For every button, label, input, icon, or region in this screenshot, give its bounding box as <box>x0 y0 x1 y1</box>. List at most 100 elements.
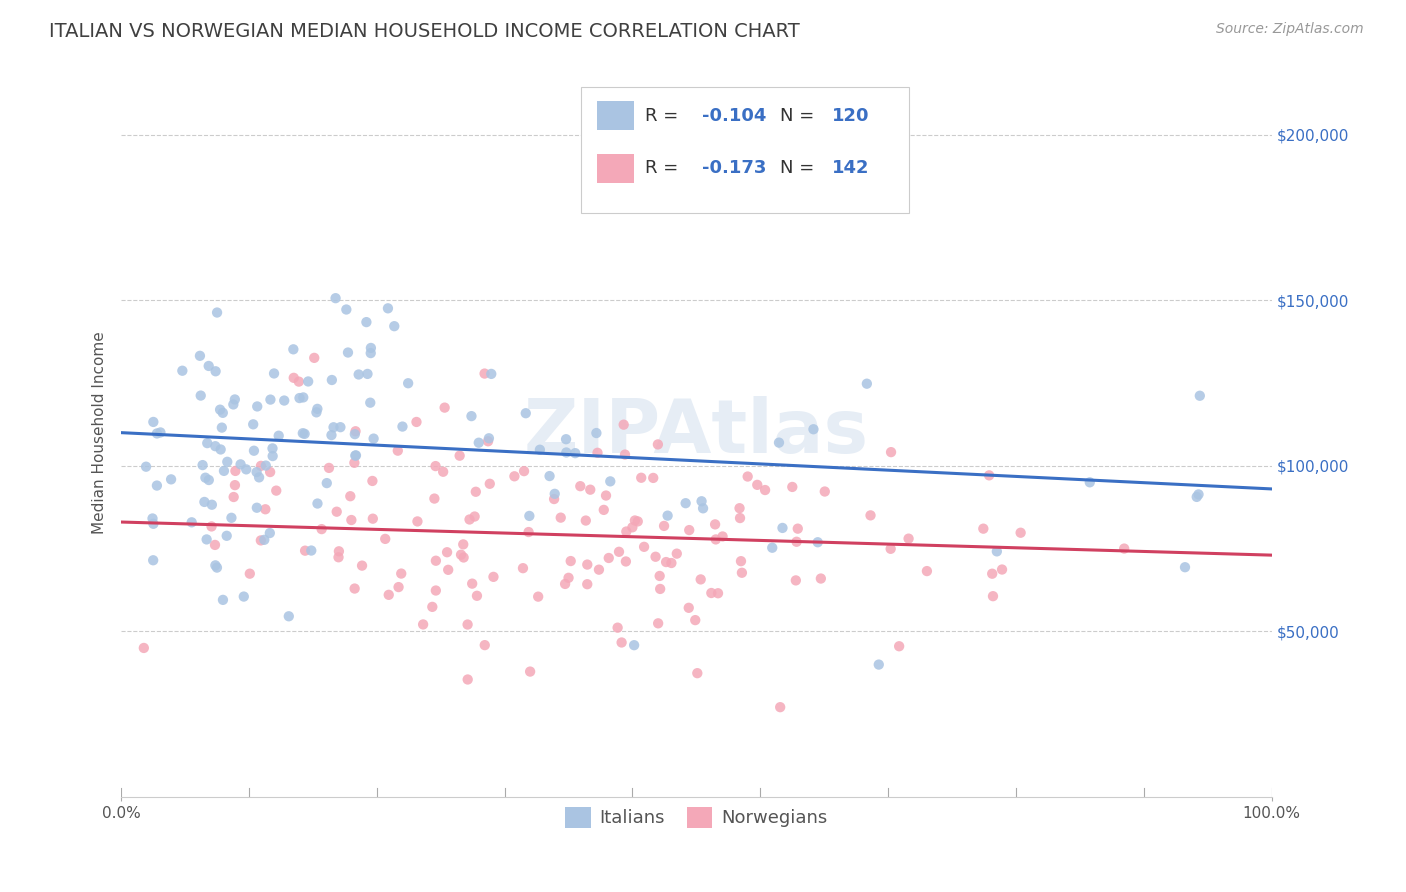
Point <box>264 483 287 498</box>
Point <box>453 550 475 565</box>
Point <box>235 462 257 476</box>
Point <box>211 420 233 434</box>
Point <box>633 540 655 554</box>
Point <box>224 464 246 478</box>
Point <box>972 522 994 536</box>
Point <box>585 425 607 440</box>
Point <box>683 613 706 627</box>
Point <box>614 448 637 462</box>
Point <box>647 437 669 451</box>
Point <box>513 464 536 478</box>
Point <box>579 483 602 497</box>
Point <box>160 472 183 486</box>
Point <box>515 406 537 420</box>
Point <box>343 456 366 470</box>
Point <box>239 566 262 581</box>
Point <box>262 449 284 463</box>
Point <box>772 521 794 535</box>
Point <box>468 435 491 450</box>
Legend: Italians, Norwegians: Italians, Norwegians <box>558 800 835 835</box>
Text: ZIPAtlas: ZIPAtlas <box>524 396 869 469</box>
Point <box>325 291 347 305</box>
Point <box>246 400 269 414</box>
Point <box>277 609 299 624</box>
Point <box>529 442 551 457</box>
Point <box>425 459 447 474</box>
Point <box>465 589 488 603</box>
Point <box>222 490 245 504</box>
Point <box>328 544 350 558</box>
Point <box>550 510 572 524</box>
Point <box>283 343 305 357</box>
Text: N =: N = <box>780 160 814 178</box>
Point <box>754 483 776 497</box>
Text: -0.104: -0.104 <box>702 107 766 125</box>
Point <box>198 473 221 487</box>
Point <box>215 529 238 543</box>
Text: 120: 120 <box>832 107 870 125</box>
Point <box>336 345 359 359</box>
Point <box>197 359 219 373</box>
Point <box>449 449 471 463</box>
Point <box>711 529 734 543</box>
Point <box>986 544 1008 558</box>
Point <box>315 476 337 491</box>
Point <box>361 474 384 488</box>
Point <box>259 392 281 407</box>
Point <box>360 341 382 355</box>
Point <box>1185 490 1208 504</box>
Point <box>294 426 316 441</box>
Point <box>478 431 501 445</box>
Point <box>868 657 890 672</box>
Point <box>283 371 305 385</box>
Point <box>889 639 911 653</box>
Point <box>318 461 340 475</box>
Point <box>880 445 903 459</box>
Point <box>339 489 361 503</box>
Point <box>361 511 384 525</box>
Point <box>464 509 486 524</box>
Point <box>204 439 226 453</box>
Point <box>879 541 901 556</box>
Point <box>707 586 730 600</box>
Point <box>503 469 526 483</box>
Point <box>262 442 284 456</box>
Point <box>195 533 218 547</box>
Point <box>856 376 879 391</box>
Point <box>897 532 920 546</box>
Point <box>191 458 214 472</box>
Point <box>190 388 212 402</box>
Point <box>204 538 226 552</box>
Point <box>321 428 343 442</box>
Y-axis label: Median Household Income: Median Household Income <box>93 331 107 534</box>
Point <box>132 640 155 655</box>
Point <box>560 554 582 568</box>
Point <box>588 563 610 577</box>
Point <box>328 550 350 565</box>
Point <box>344 449 367 463</box>
Point <box>194 471 217 485</box>
Point <box>329 420 352 434</box>
Point <box>359 395 381 409</box>
Point <box>474 367 496 381</box>
Point <box>650 582 672 596</box>
Point <box>543 491 565 506</box>
Point <box>340 513 363 527</box>
Point <box>450 548 472 562</box>
Point <box>644 549 666 564</box>
Point <box>614 554 637 568</box>
Point <box>538 469 561 483</box>
Point <box>477 434 499 449</box>
Point <box>180 516 202 530</box>
Point <box>347 368 370 382</box>
Point <box>728 511 751 525</box>
Point <box>630 471 652 485</box>
Point <box>457 673 479 687</box>
FancyBboxPatch shape <box>598 153 634 183</box>
Point <box>623 638 645 652</box>
Point <box>652 519 675 533</box>
Point <box>406 515 429 529</box>
Point <box>769 700 792 714</box>
Text: ITALIAN VS NORWEGIAN MEDIAN HOUSEHOLD INCOME CORRELATION CHART: ITALIAN VS NORWEGIAN MEDIAN HOUSEHOLD IN… <box>49 22 800 41</box>
Point <box>624 514 647 528</box>
